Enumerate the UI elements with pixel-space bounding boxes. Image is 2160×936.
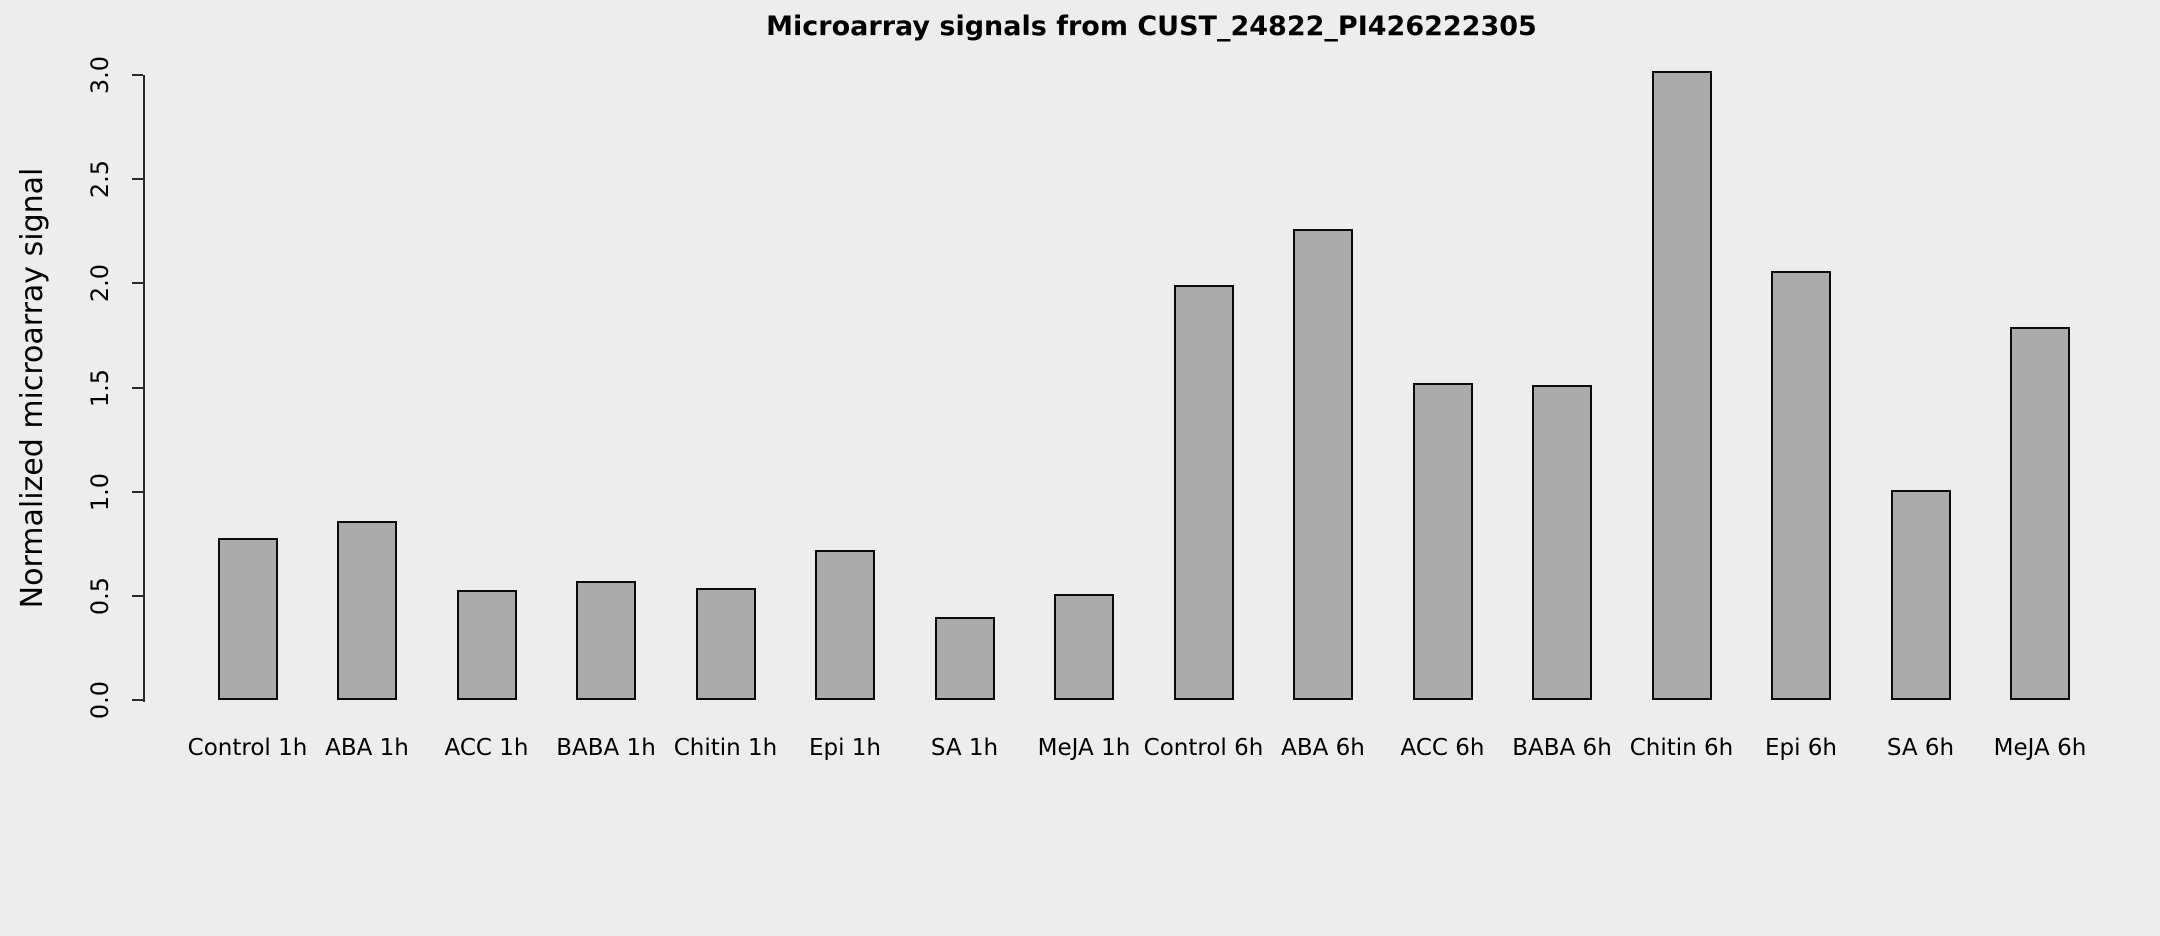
x-label-acc-6h: ACC 6h — [1400, 735, 1485, 761]
x-label-chitin-6h: Chitin 6h — [1629, 735, 1734, 761]
x-label-aba-1h: ABA 1h — [325, 735, 409, 761]
x-label-control-6h: Control 6h — [1143, 735, 1264, 761]
bar-sa-6h — [1890, 489, 1951, 700]
y-tick-label-2.0: 2.0 — [86, 264, 114, 303]
y-tick-label-1.0: 1.0 — [86, 472, 114, 511]
x-label-meja-6h: MeJA 6h — [1993, 735, 2087, 761]
bar-baba-6h — [1532, 385, 1592, 700]
bar-control-6h — [1173, 285, 1234, 700]
chart-key-note: Key: Orange = UP−regulated, Green = DOWN… — [140, 858, 1857, 936]
x-label-chitin-1h: Chitin 1h — [673, 735, 778, 761]
y-tick-mark-1.5 — [132, 386, 143, 389]
bar-aba-1h — [337, 520, 397, 700]
y-axis-line — [143, 75, 145, 702]
y-tick-label-0.0: 0.0 — [86, 680, 114, 720]
bar-meja-1h — [1054, 593, 1114, 700]
bar-acc-6h — [1412, 383, 1473, 700]
y-tick-mark-0.5 — [132, 594, 143, 597]
x-label-epi-6h: Epi 6h — [1764, 735, 1838, 761]
bar-chitin-1h — [695, 587, 756, 700]
x-label-aba-6h: ABA 6h — [1281, 735, 1365, 761]
x-label-epi-1h: Epi 1h — [808, 735, 882, 761]
bar-acc-1h — [456, 589, 517, 700]
x-label-baba-1h: BABA 1h — [556, 735, 656, 761]
y-tick-label-3.0: 3.0 — [86, 55, 114, 95]
y-tick-mark-3.0 — [132, 74, 143, 76]
bar-control-1h — [217, 537, 278, 700]
y-tick-mark-2.5 — [132, 178, 143, 181]
y-axis-title: Normalized microarray signal — [15, 167, 50, 609]
x-label-baba-6h: BABA 6h — [1512, 735, 1612, 761]
y-tick-label-1.5: 1.5 — [86, 368, 114, 407]
bar-epi-1h — [815, 550, 875, 700]
x-label-control-1h: Control 1h — [187, 735, 308, 761]
bar-chitin-6h — [1651, 70, 1712, 700]
y-tick-mark-2.0 — [132, 282, 143, 285]
bar-epi-6h — [1771, 270, 1831, 700]
chart-title: Microarray signals from CUST_24822_PI426… — [766, 11, 1537, 42]
y-tick-mark-0.0 — [132, 699, 143, 701]
bar-sa-1h — [934, 616, 995, 700]
y-tick-label-0.5: 0.5 — [86, 576, 114, 615]
bar-aba-6h — [1293, 229, 1353, 700]
y-tick-mark-1.0 — [132, 490, 143, 493]
y-tick-label-2.5: 2.5 — [86, 160, 114, 199]
x-label-meja-1h: MeJA 1h — [1037, 735, 1131, 761]
x-label-acc-1h: ACC 1h — [444, 735, 529, 761]
bar-baba-1h — [576, 581, 636, 700]
x-label-sa-6h: SA 6h — [1886, 735, 1955, 761]
x-label-sa-1h: SA 1h — [930, 735, 999, 761]
bar-meja-6h — [2010, 327, 2070, 700]
